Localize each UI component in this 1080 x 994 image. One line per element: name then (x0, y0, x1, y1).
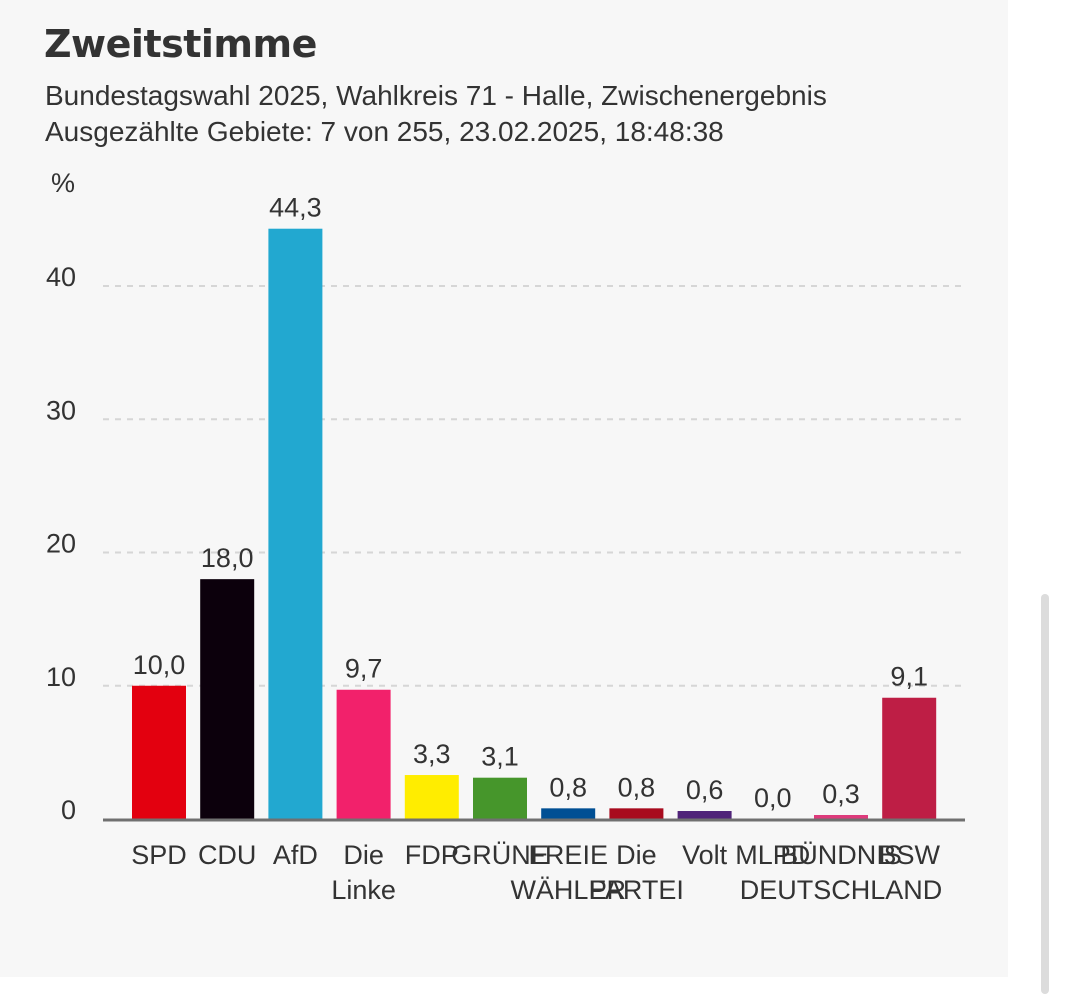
bars (132, 228, 937, 819)
chart-page: Zweitstimme Bundestagswahl 2025, Wahlkre… (44, 22, 965, 905)
y-tick-label: 20 (46, 529, 76, 559)
category-label: MLPD (735, 840, 810, 870)
chart-subtitle: Bundestagswahl 2025, Wahlkreis 71 - Hall… (45, 80, 827, 111)
bar-chart: % 0 10 20 30 40 10,0 18,0 44,3 9,7 3,3 3,1 0,8 0,8 0… (46, 168, 965, 905)
category-label: AfD (273, 840, 318, 870)
category-label: BÜNDNIS (780, 840, 902, 870)
category-label: SPD (131, 840, 187, 870)
value-label: 44,3 (269, 193, 322, 223)
value-label: 3,3 (413, 739, 451, 769)
y-axis-unit-label: % (51, 168, 75, 198)
bar[interactable] (541, 808, 596, 819)
category-label: Die (343, 840, 384, 870)
bar[interactable] (268, 228, 323, 819)
category-label: CDU (198, 840, 257, 870)
bar[interactable] (882, 697, 937, 819)
category-label: WÄHLER (510, 875, 626, 905)
value-label: 9,1 (890, 662, 928, 692)
category-label: FREIE (528, 840, 608, 870)
bar[interactable] (677, 811, 732, 819)
bar[interactable] (814, 815, 868, 819)
y-tick-label: 40 (46, 262, 76, 292)
bar[interactable] (404, 775, 459, 819)
category-label: Linke (331, 875, 396, 905)
category-label: Volt (682, 840, 728, 870)
value-label: 10,0 (133, 650, 186, 680)
value-labels: 10,0 18,0 44,3 9,7 3,3 3,1 0,8 0,8 0,6 0,0 0,3 9,1 (133, 193, 928, 813)
value-label: 9,7 (345, 654, 383, 684)
bar[interactable] (336, 689, 391, 819)
value-label: 0,8 (549, 772, 587, 802)
page-scrollbar[interactable] (1041, 594, 1049, 994)
category-label: BSW (878, 840, 940, 870)
category-label: DEUTSCHLAND (740, 875, 943, 905)
value-label: 0,6 (686, 775, 724, 805)
bar[interactable] (200, 579, 255, 819)
y-tick-label: 0 (61, 795, 76, 825)
category-label: GRÜNE (451, 840, 549, 870)
bar[interactable] (132, 685, 186, 819)
value-label: 0,0 (754, 783, 792, 813)
category-label: PARTEI (589, 875, 684, 905)
bar[interactable] (609, 808, 664, 819)
category-label: FDP (405, 840, 459, 870)
value-label: 18,0 (201, 543, 254, 573)
bar[interactable] (473, 777, 527, 819)
category-label: Die (616, 840, 657, 870)
y-axis-ticks: % 0 10 20 30 40 (46, 168, 76, 825)
value-label: 3,1 (481, 742, 519, 772)
value-label: 0,3 (822, 779, 860, 809)
count-status: Ausgezählte Gebiete: 7 von 255, 23.02.20… (45, 116, 724, 147)
chart-title: Zweitstimme (44, 22, 317, 66)
y-tick-label: 30 (46, 395, 76, 425)
value-label: 0,8 (618, 772, 656, 802)
y-tick-label: 10 (46, 662, 76, 692)
